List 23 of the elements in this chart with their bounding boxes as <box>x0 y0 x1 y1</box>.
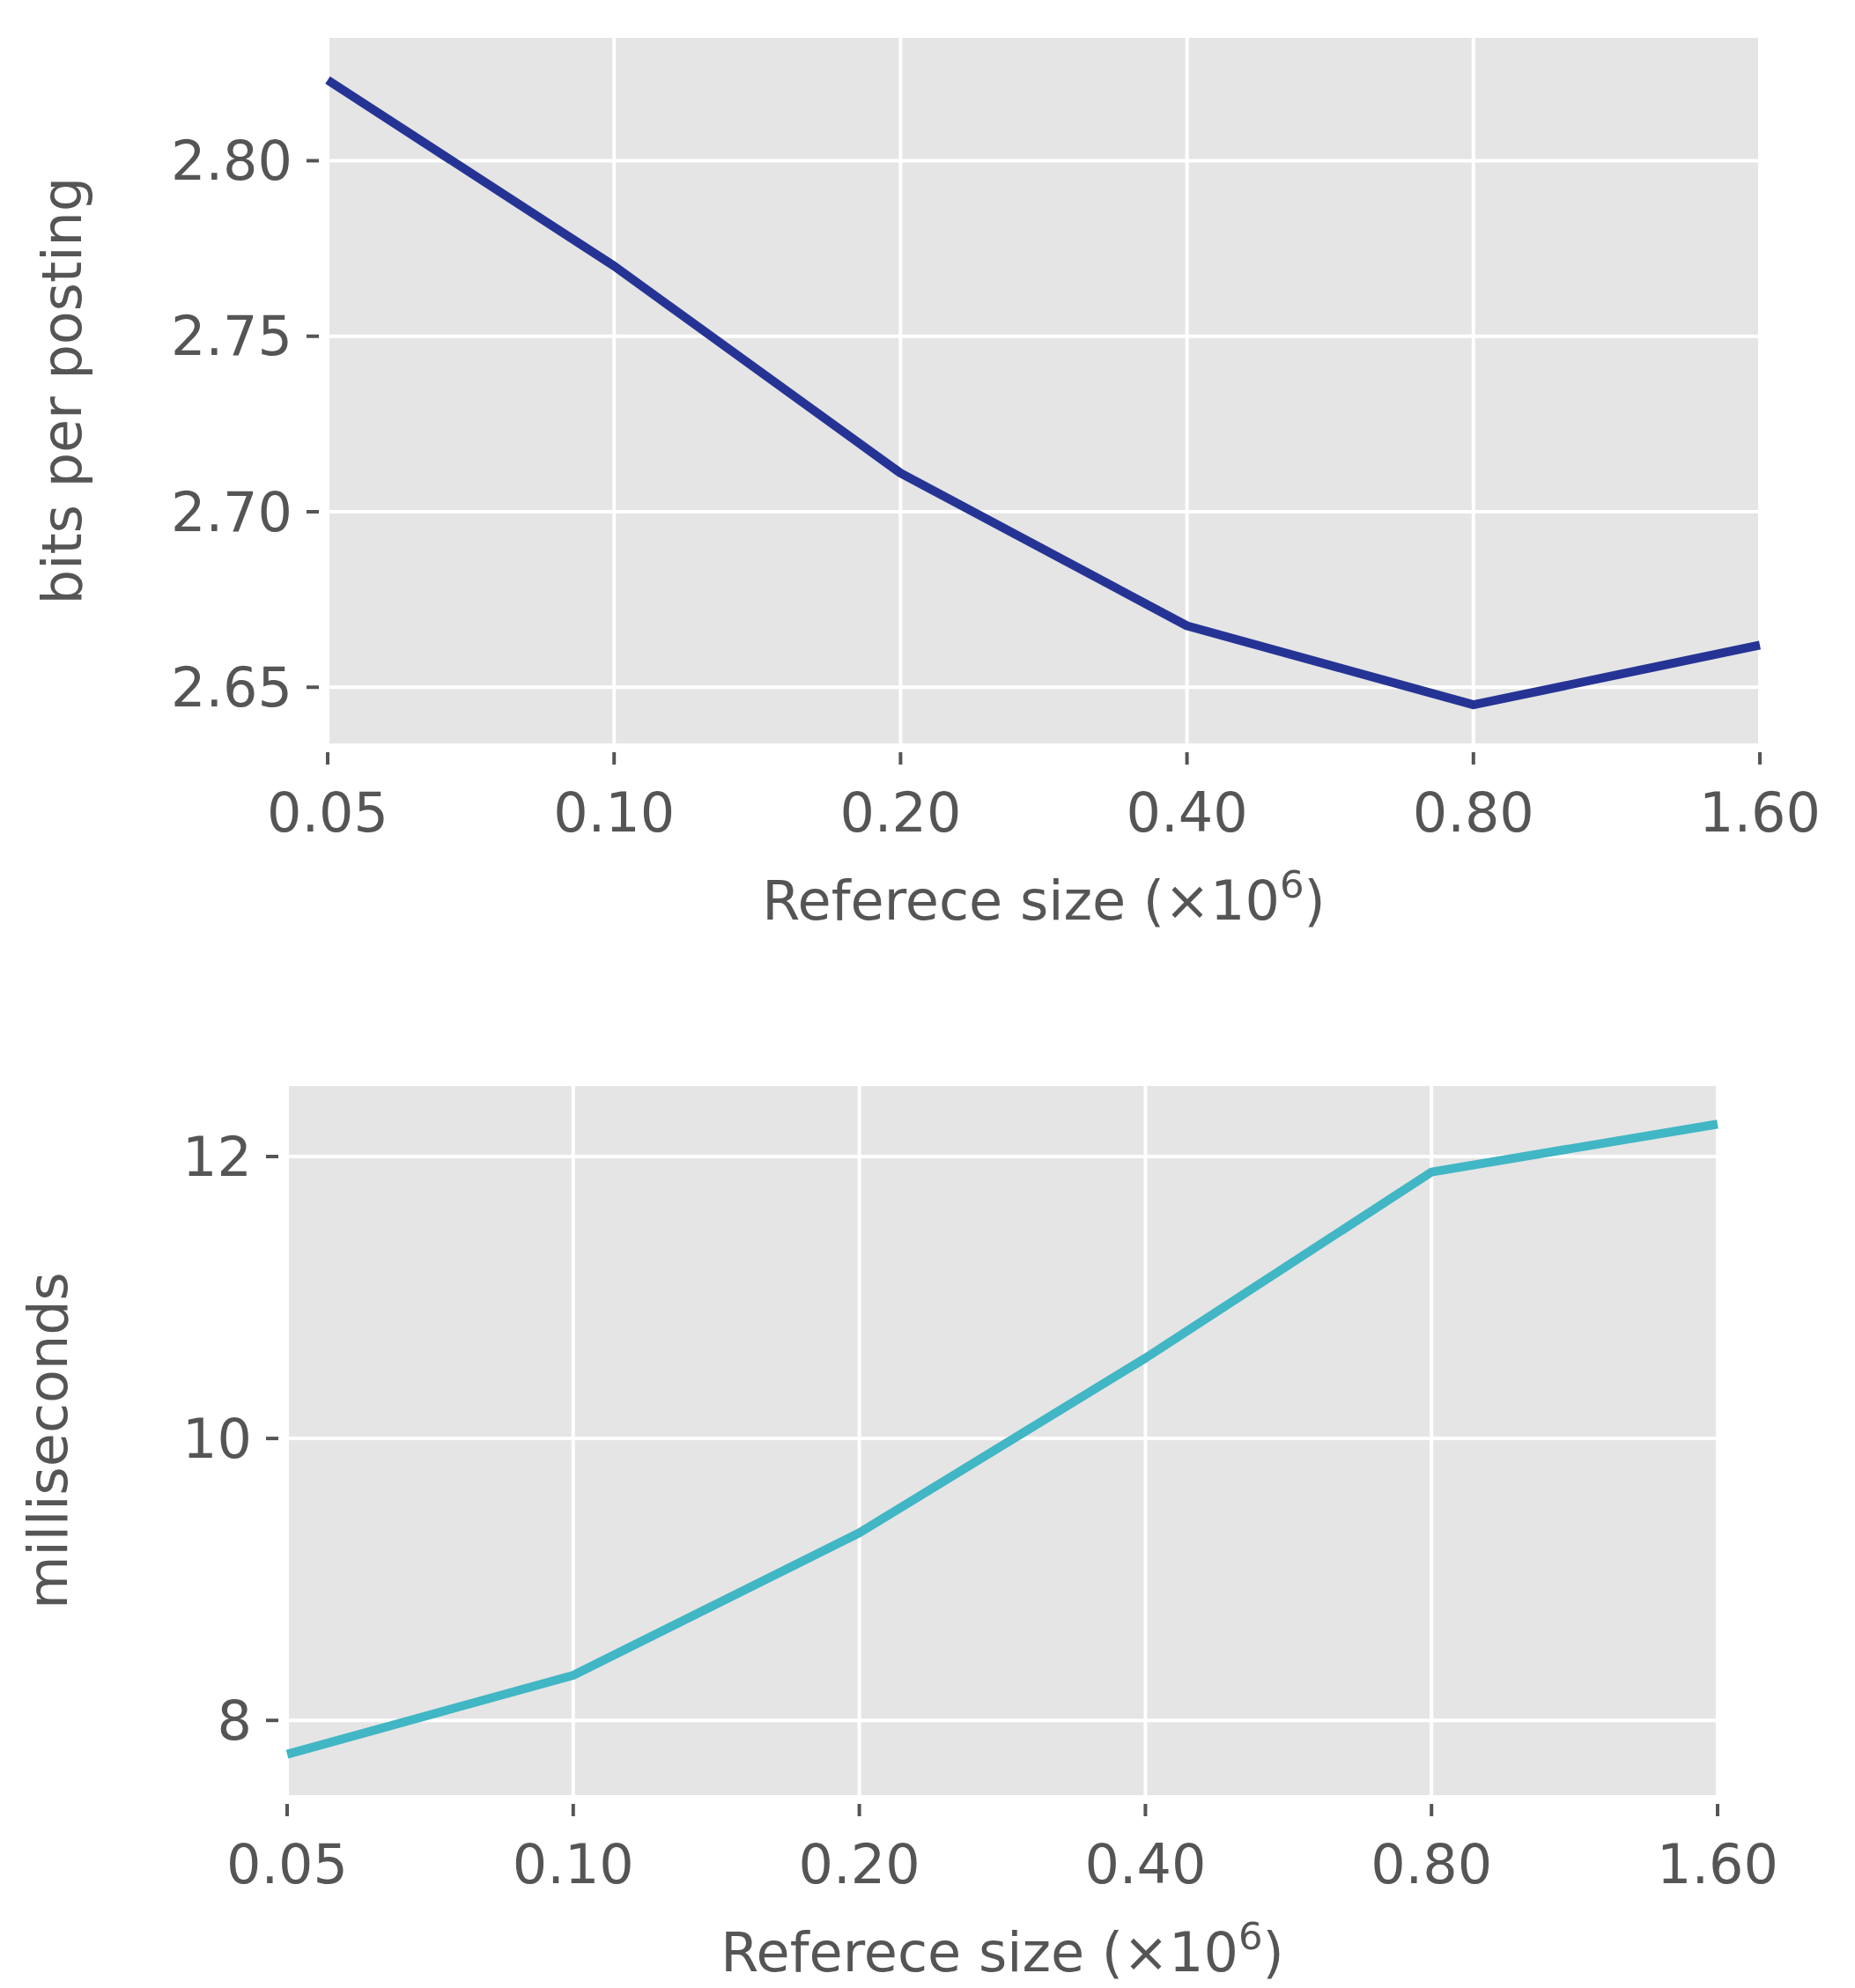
y-tick-label: 2.65 <box>170 654 292 720</box>
x-tick-label: 0.20 <box>798 1832 920 1896</box>
y-tick-label: 2.80 <box>170 129 292 194</box>
x-tick-label: 0.20 <box>839 780 962 845</box>
y-tick-label: 2.70 <box>170 479 292 544</box>
y-axis-title: milliseconds <box>16 1272 80 1609</box>
x-tick-label: 0.05 <box>225 1832 349 1896</box>
y-tick-label: 10 <box>182 1406 252 1471</box>
x-tick-label: 1.60 <box>1656 1832 1779 1896</box>
x-axis-title: Referece size (×10$^{6}$) <box>721 1914 1284 1984</box>
x-tick-label: 0.05 <box>266 780 389 845</box>
y-tick-label: 8 <box>217 1688 252 1753</box>
x-axis-title: Referece size (×10$^{6}$) <box>762 862 1326 933</box>
x-tick-label: 0.10 <box>512 1832 634 1896</box>
x-tick-label: 0.80 <box>1412 780 1534 845</box>
x-tick-label: 0.40 <box>1126 780 1248 845</box>
y-axis-title: bits per posting <box>30 176 94 605</box>
x-tick-label: 1.60 <box>1698 780 1822 845</box>
x-tick-label: 0.80 <box>1371 1832 1493 1896</box>
x-tick-label: 0.10 <box>553 780 676 845</box>
x-tick-label: 0.40 <box>1084 1832 1207 1896</box>
y-tick-label: 12 <box>182 1124 252 1189</box>
y-tick-label: 2.75 <box>170 304 292 369</box>
